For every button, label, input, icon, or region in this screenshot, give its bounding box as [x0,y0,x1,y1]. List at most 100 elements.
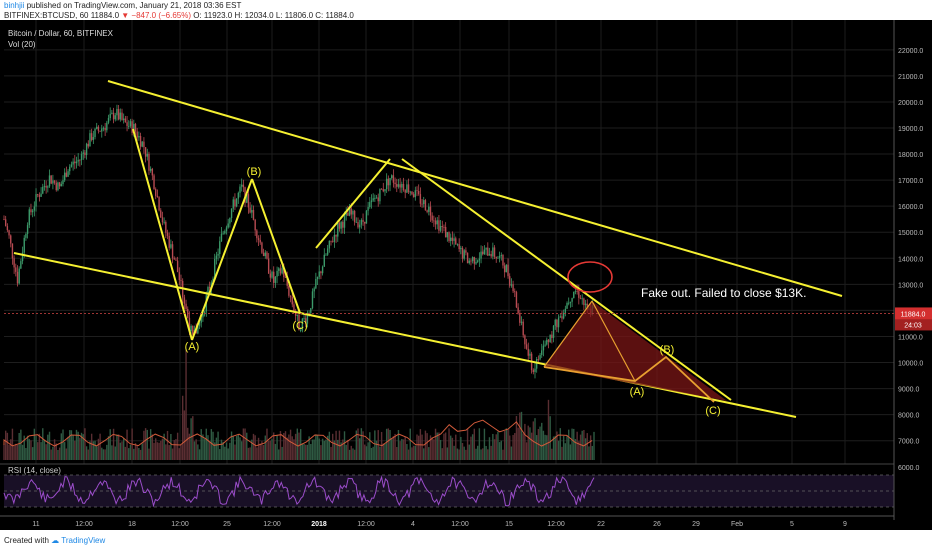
brand-link[interactable]: TradingView [61,536,106,545]
candle-body [279,268,282,274]
candle-body [535,359,538,369]
volume-bar [101,447,103,460]
candle-body [444,226,447,238]
candle-body [267,258,270,274]
candle-body [450,237,452,242]
volume-bar [141,443,143,460]
candle-body [160,210,162,218]
volume-bar [524,423,526,460]
candle-body [195,330,197,334]
volume-bar [136,445,138,460]
candle-body [340,221,342,229]
candle-body [522,321,524,336]
candle-body [461,247,464,259]
volume-bar [183,410,186,460]
volume-bar [288,434,290,460]
candle-body [414,190,417,198]
candle-body [126,122,128,127]
volume-bar [308,436,310,460]
volume-bar [48,431,51,460]
volume-bar [539,426,541,460]
candle-body [471,257,474,262]
x-tick-label: 11 [32,521,39,528]
volume-bar [124,446,127,460]
volume-bar [18,432,20,460]
x-tick-label: 9 [843,521,847,528]
volume-bar [406,444,408,460]
volume-bar [522,433,524,460]
volume-bar [38,433,41,460]
volume-bar [116,434,118,460]
volume-bar [67,436,69,460]
candle-body [468,260,470,264]
candle-body [352,210,354,215]
candle-body [321,266,324,274]
volume-bar [476,445,479,460]
candle-body [240,184,243,187]
countdown-badge-bg [895,319,932,331]
candle-body [28,209,30,226]
volume-bar [28,439,30,460]
candle-body [212,278,214,283]
candle-body [581,298,583,300]
candle-body [544,344,546,346]
volume-bar [252,433,255,460]
volume-bar [144,428,147,460]
volume-bar [532,421,535,460]
volume-bar [503,431,506,460]
volume-bar [72,435,74,460]
volume-bar [428,447,430,460]
candle-body [122,118,125,120]
candle-body [249,207,251,213]
volume-bar [284,431,287,460]
candlesticks [3,104,595,379]
candle-body [493,247,496,257]
volume-bar [416,434,418,460]
volume-bars [3,350,595,460]
candle-body [94,128,96,138]
candle-body [482,251,484,255]
volume-bar [350,445,352,460]
x-tick-label: 4 [411,521,415,528]
author-link[interactable]: binhjii [4,1,25,10]
volume-bar [279,431,282,460]
volume-bar [82,434,84,460]
candle-body [515,292,518,308]
volume-bar [549,416,551,460]
rsi-panel: 75.000050.000025.0000 [0,463,923,516]
candle-body [116,108,118,116]
chart-area[interactable]: (A) (B) (C) (A) (B) (C) 75.000050.000025.0000… [0,20,932,530]
candle-body [21,252,24,262]
volume-bar [161,438,164,460]
candle-body [48,175,51,187]
volume-bar [165,444,167,460]
candle-body [332,241,334,243]
volume-bar [340,442,342,460]
candle-body [502,254,504,266]
candle-body [554,319,556,326]
candle-body [6,226,9,231]
candle-body [286,277,288,286]
volume-bar [337,439,339,460]
candle-body [112,112,115,120]
candle-body [537,359,540,360]
candle-body [261,242,263,253]
fakeout-circle [567,261,613,293]
candle-body [301,318,304,331]
volume-bar [148,448,150,460]
candle-body [208,287,211,289]
volume-bar [515,416,518,460]
volume-bar [429,435,432,460]
candle-body [37,194,39,196]
volume-bar [507,429,509,460]
volume-bar [305,444,307,460]
volume-bar [85,446,88,460]
volume-bar [151,434,154,460]
candle-body [79,159,81,161]
candle-body [436,220,438,225]
trend-line [251,178,301,314]
volume-bar [589,435,592,460]
candle-body [584,303,587,306]
candle-body [283,267,285,278]
volume-bar [409,428,411,460]
